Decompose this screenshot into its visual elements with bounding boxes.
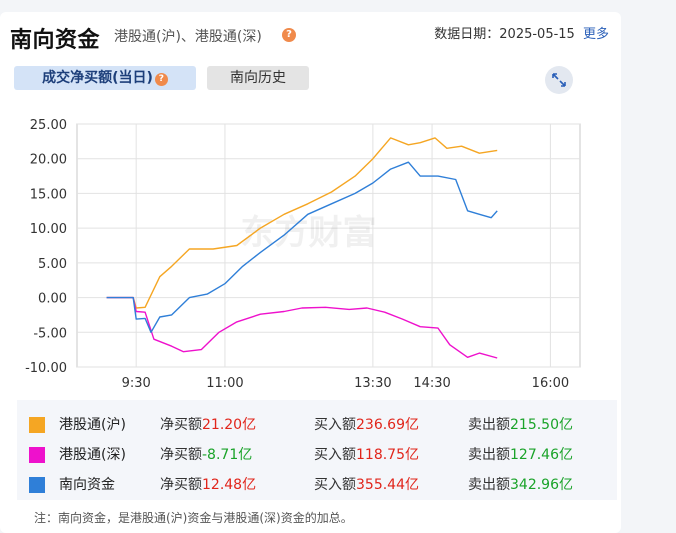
date-value: 2025-05-15 <box>499 27 575 42</box>
series-line <box>106 161 498 333</box>
x-tick-label: 16:00 <box>532 376 569 391</box>
legend-row-total: 南向资金 净买额12.48亿 买入额355.44亿 卖出额342.96亿 <box>17 470 617 500</box>
net-buy: 净买额21.20亿 <box>160 417 257 433</box>
y-tick-label: 0.00 <box>38 292 67 307</box>
legend-swatch <box>29 417 45 433</box>
help-icon[interactable]: ? <box>154 73 168 86</box>
chart-svg: 25.00 20.00 15.00 10.00 5.00 0.00 -5.00 -10.00 9… <box>25 118 581 391</box>
date-area: 数据日期：2025-05-15 更多 <box>434 23 609 42</box>
y-tick-label: 10.00 <box>30 222 67 237</box>
y-tick-label: 5.00 <box>38 257 67 272</box>
series-name: 南向资金 <box>59 477 115 493</box>
legend-row-sh: 港股通(沪) 净买额21.20亿 买入额236.69亿 卖出额215.50亿 <box>17 410 617 440</box>
legend-swatch <box>29 477 45 493</box>
legend-row-sz: 港股通(深) 净买额-8.71亿 买入额118.75亿 卖出额127.46亿 <box>17 440 617 470</box>
y-tick-label: 25.00 <box>30 118 67 133</box>
x-tick-label: 11:00 <box>206 376 243 391</box>
series-line <box>106 137 498 309</box>
more-link[interactable]: 更多 <box>582 27 609 42</box>
x-tick-label: 9:30 <box>122 376 151 391</box>
tab-net-buy-today[interactable]: 成交净买额(当日)? <box>14 66 196 90</box>
x-tick-label: 14:30 <box>413 376 450 391</box>
y-tick-label: 15.00 <box>30 187 67 202</box>
footnote: 注：南向资金，是港股通(沪)资金与港股通(深)资金的加总。 <box>34 511 353 525</box>
buy-amount: 买入额236.69亿 <box>314 417 419 433</box>
legend-swatch <box>29 447 45 463</box>
series-name: 港股通(沪) <box>59 417 126 433</box>
watermark-logo: 东方财富 <box>241 213 377 253</box>
buy-amount: 买入额355.44亿 <box>314 477 419 493</box>
date-label: 数据日期： <box>434 27 500 42</box>
legend-table: 港股通(沪) 净买额21.20亿 买入额236.69亿 卖出额215.50亿 港… <box>17 400 617 500</box>
y-tick-label: 20.00 <box>30 153 67 168</box>
expand-arrows-icon <box>552 73 566 87</box>
help-icon[interactable]: ? <box>282 28 296 42</box>
page-title: 南向资金 <box>10 28 101 53</box>
sell-amount: 卖出额215.50亿 <box>468 417 573 433</box>
intraday-chart: 25.00 20.00 15.00 10.00 5.00 0.00 -5.00 -10.00 9… <box>0 112 621 412</box>
x-tick-label: 13:30 <box>354 376 391 391</box>
series-name: 港股通(深) <box>59 447 126 463</box>
y-tick-label: -5.00 <box>33 326 67 341</box>
sell-amount: 卖出额127.46亿 <box>468 447 573 463</box>
expand-icon[interactable] <box>545 66 573 94</box>
series-line <box>106 296 498 359</box>
sell-amount: 卖出额342.96亿 <box>468 477 573 493</box>
y-tick-label: -10.00 <box>25 361 67 376</box>
net-buy: 净买额12.48亿 <box>160 477 257 493</box>
buy-amount: 买入额118.75亿 <box>314 447 419 463</box>
tab-southbound-history[interactable]: 南向历史 <box>207 66 309 90</box>
tab-label: 南向历史 <box>230 70 286 86</box>
tab-label: 成交净买额(当日) <box>42 70 153 86</box>
page-subtitle: 港股通(沪)、港股通(深) <box>114 29 262 45</box>
net-buy: 净买额-8.71亿 <box>160 447 253 463</box>
